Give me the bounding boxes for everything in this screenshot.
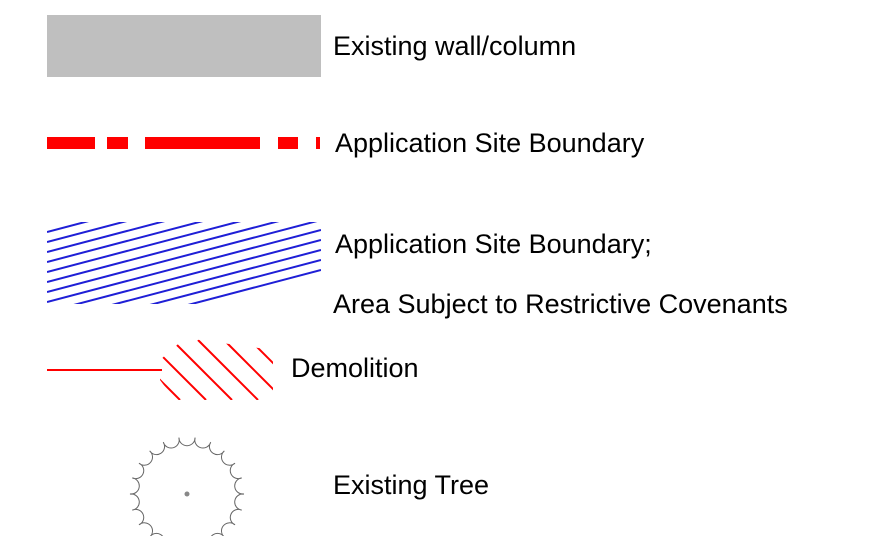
- covenant-hatch: [47, 222, 321, 304]
- hatch-line: [160, 339, 207, 400]
- tree-center: [184, 491, 190, 497]
- hatch-line: [111, 249, 321, 304]
- hatch-line: [47, 222, 128, 243]
- legend-label: Application Site Boundary;: [335, 229, 652, 259]
- hatch-line: [171, 339, 233, 400]
- hatch-line: [47, 222, 204, 263]
- wall-swatch: [47, 15, 321, 77]
- boundary-swatch: [47, 137, 320, 149]
- demolition-hatch: [160, 339, 273, 400]
- legend-label: Area Subject to Restrictive Covenants: [333, 289, 788, 319]
- legend-label: Application Site Boundary: [335, 128, 645, 158]
- hatch-line: [47, 222, 318, 293]
- hatch-line: [187, 269, 321, 304]
- hatch-line: [47, 222, 280, 283]
- tree-outline: [129, 437, 245, 536]
- legend-label: Existing Tree: [333, 470, 489, 500]
- hatch-line: [160, 339, 181, 400]
- hatch-line: [149, 259, 321, 304]
- legend-label: Demolition: [291, 353, 419, 383]
- hatch-line: [249, 339, 273, 400]
- hatch-line: [47, 222, 242, 273]
- hatch-line: [47, 222, 166, 253]
- hatch-line: [223, 339, 273, 400]
- hatch-line: [47, 229, 321, 303]
- legend-label: Existing wall/column: [333, 31, 576, 61]
- hatch-line: [47, 222, 89, 233]
- hatch-line: [73, 239, 321, 304]
- hatch-line: [197, 339, 259, 400]
